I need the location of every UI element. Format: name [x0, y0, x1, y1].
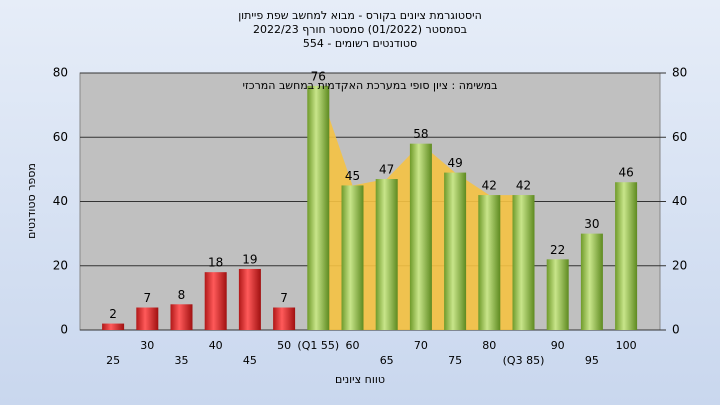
- data-label: 46: [618, 166, 633, 180]
- x-tick-label: 35: [175, 354, 189, 367]
- bar: [409, 143, 432, 330]
- annotation: במשימה : ציון סופי במערכת האקדמית במחשב …: [243, 79, 498, 92]
- data-label: 7: [143, 291, 151, 305]
- y2-tick-label: 80: [672, 66, 687, 80]
- bar: [546, 259, 569, 330]
- y-tick-label: 0: [60, 323, 68, 337]
- data-label: 42: [482, 179, 497, 193]
- y-tick-label: 60: [53, 130, 68, 144]
- data-label: 58: [413, 127, 428, 141]
- y2-tick-label: 0: [672, 323, 680, 337]
- y-tick-label: 20: [53, 258, 68, 272]
- x-tick-label: (Q1 55): [297, 339, 339, 352]
- data-label: 8: [178, 288, 186, 302]
- bar: [136, 307, 159, 330]
- bar: [170, 304, 193, 330]
- x-tick-label: 95: [585, 354, 599, 367]
- bar: [512, 195, 535, 330]
- bar: [478, 195, 501, 330]
- x-tick-label: 100: [616, 339, 637, 352]
- x-tick-label: 45: [243, 354, 257, 367]
- data-label: 7: [280, 291, 288, 305]
- x-axis-label: טווח ציונים: [335, 373, 385, 386]
- x-tick-label: 90: [551, 339, 565, 352]
- data-label: 18: [208, 256, 223, 270]
- y-axis-label: מספר סטודנטים: [25, 163, 38, 239]
- y2-tick-label: 60: [672, 130, 687, 144]
- x-tick-label: 60: [346, 339, 360, 352]
- bar: [238, 268, 261, 330]
- data-label: 47: [379, 163, 394, 177]
- x-tick-label: 65: [380, 354, 394, 367]
- x-tick-label: 50: [277, 339, 291, 352]
- x-tick-label: 30: [140, 339, 154, 352]
- bar: [102, 323, 125, 330]
- y-tick-label: 80: [53, 66, 68, 80]
- bar: [341, 185, 364, 330]
- chart-subtitle: סטודנטים רשומים - 554: [303, 37, 417, 50]
- data-label: 19: [242, 252, 257, 266]
- bar: [444, 172, 467, 330]
- y-tick-label: 40: [53, 194, 68, 208]
- data-label: 76: [311, 69, 326, 83]
- chart-subtitle: בסמסטר (01/2022) סמסטר חורף 2022/23: [253, 23, 467, 36]
- x-tick-label: 40: [209, 339, 223, 352]
- data-label: 42: [516, 179, 531, 193]
- y2-tick-label: 40: [672, 194, 687, 208]
- bar: [273, 307, 296, 330]
- bar: [307, 85, 330, 330]
- y2-tick-label: 20: [672, 258, 687, 272]
- bar: [615, 182, 638, 330]
- data-label: 49: [447, 156, 462, 170]
- bar: [580, 233, 603, 330]
- chart-title: היסטוגרמת ציונים בקורס - מבוא למחשב שפת …: [238, 9, 482, 22]
- x-tick-label: 70: [414, 339, 428, 352]
- x-tick-label: 80: [482, 339, 496, 352]
- data-label: 22: [550, 243, 565, 257]
- bar: [375, 179, 398, 330]
- data-label: 2: [109, 307, 117, 321]
- x-tick-label: 25: [106, 354, 120, 367]
- data-label: 30: [584, 217, 599, 231]
- x-tick-label: (Q3 85): [503, 354, 545, 367]
- data-label: 45: [345, 169, 360, 183]
- bar: [204, 272, 227, 330]
- x-tick-label: 75: [448, 354, 462, 367]
